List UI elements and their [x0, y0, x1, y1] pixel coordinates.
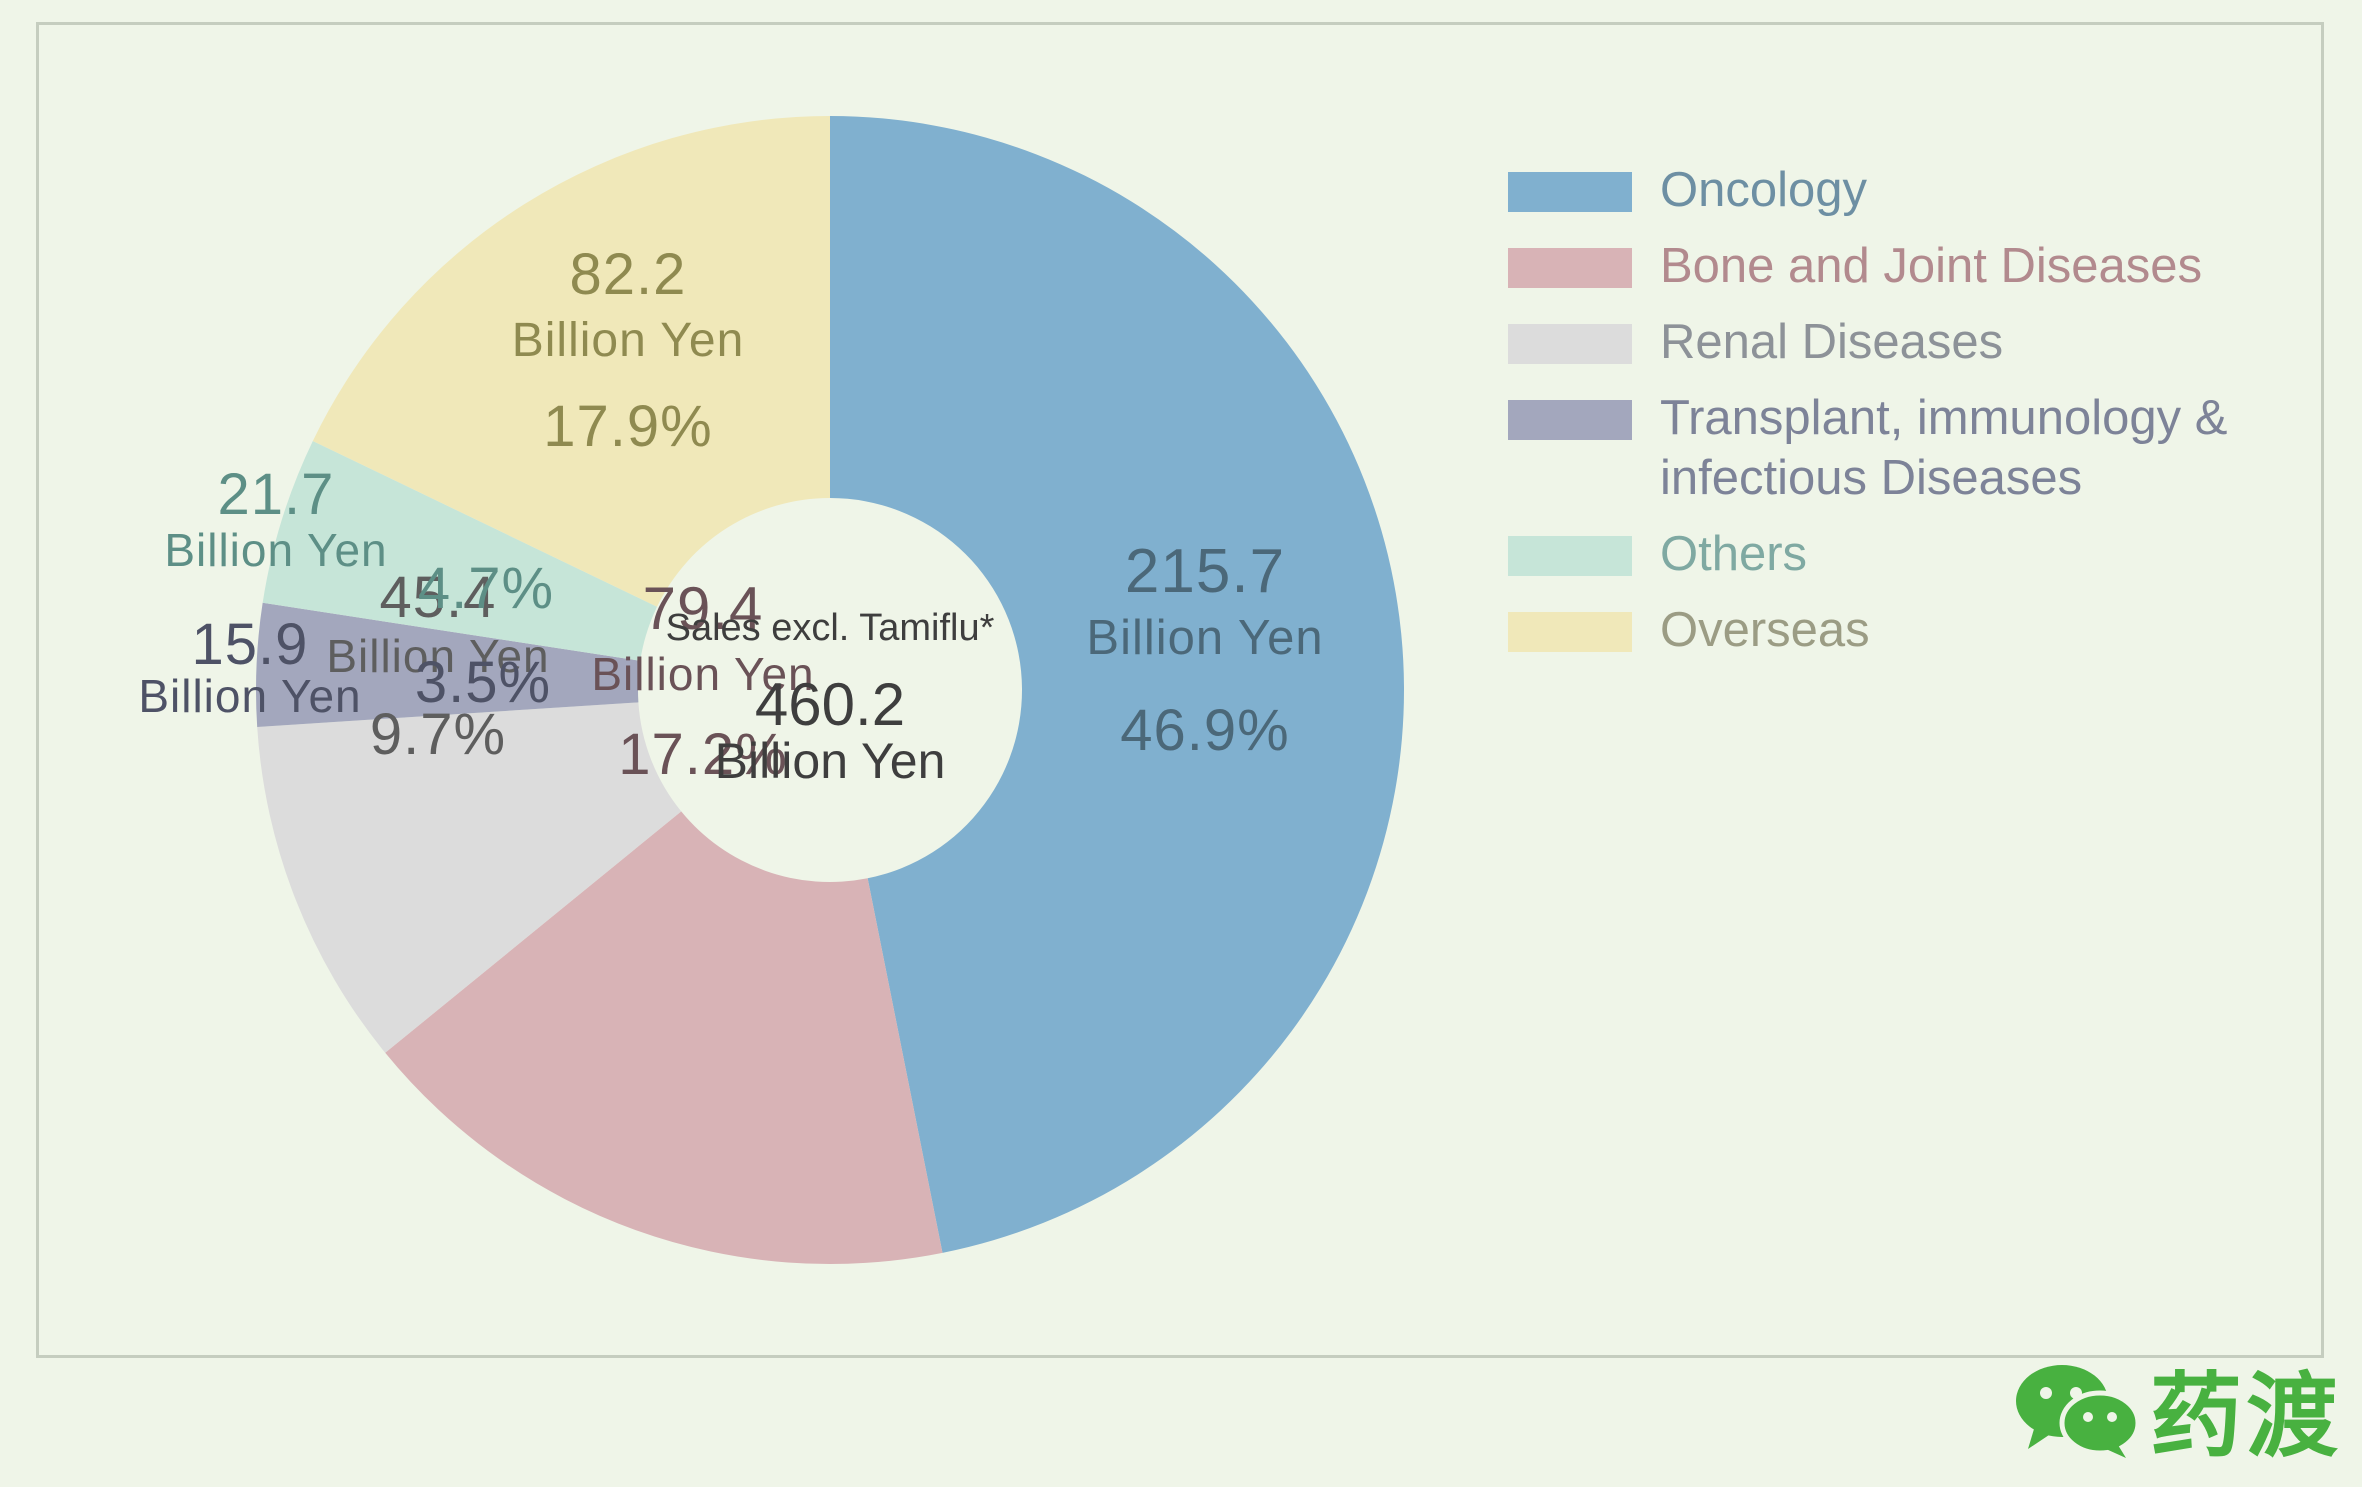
slice-label-percent: 17.2%	[618, 722, 787, 787]
legend-item: Others	[1508, 524, 2288, 584]
legend-swatch	[1508, 536, 1632, 576]
slice-renal-diseases	[257, 702, 682, 1053]
center-label-group: Sales excl. Tamiflu* 460.2 Billion Yen	[666, 607, 995, 789]
legend-swatch	[1508, 400, 1632, 440]
slice-label-value: 21.7	[218, 462, 335, 527]
legend-label: Overseas	[1660, 603, 1870, 657]
legend-label: Bone and Joint Diseases	[1660, 239, 2203, 293]
legend-label: Oncology	[1660, 163, 1868, 217]
legend-label: Renal Diseases	[1660, 315, 2004, 369]
slice-label-value: 82.2	[570, 242, 687, 307]
center-total-value: 460.2	[755, 671, 905, 738]
legend: Oncology Bone and Joint Diseases Renal Dis…	[1508, 160, 2288, 676]
slice-label-percent: 9.7%	[370, 702, 506, 767]
legend-label: Transplant, immunology & infectious Dise…	[1660, 391, 2228, 505]
slice-label-unit: Billion Yen	[512, 314, 745, 367]
center-total-unit: Billion Yen	[715, 733, 946, 789]
slice-label-unit: Billion Yen	[1086, 611, 1323, 665]
legend-item: Overseas	[1508, 600, 2288, 660]
slice-transplant-immunology-infectious-diseases	[256, 602, 641, 727]
slice-label-percent: 46.9%	[1120, 698, 1289, 763]
watermark: 药渡	[2010, 1342, 2342, 1475]
legend-item: Bone and Joint Diseases	[1508, 236, 2288, 296]
center-caption: Sales excl. Tamiflu*	[666, 607, 995, 649]
legend-swatch	[1508, 172, 1632, 212]
legend-swatch	[1508, 324, 1632, 364]
legend-label: Others	[1660, 527, 1808, 581]
slice-label-unit: Billion Yen	[164, 524, 387, 576]
watermark-text: 药渡	[2149, 1363, 2342, 1470]
slice-label-unit: Billion Yen	[138, 670, 361, 722]
slice-label-unit: Billion Yen	[591, 648, 814, 700]
legend-item: Oncology	[1508, 160, 2288, 220]
legend-item: Renal Diseases	[1508, 312, 2288, 372]
slice-label-value: 215.7	[1125, 537, 1285, 606]
slices-group	[256, 116, 1405, 1264]
slice-label-percent: 3.5%	[415, 650, 551, 715]
slice-label-value: 15.9	[192, 612, 309, 677]
slice-others	[262, 440, 658, 661]
slice-label-percent: 4.7%	[418, 556, 554, 621]
slice-bone-and-joint-diseases	[385, 811, 943, 1264]
slice-label-value: 45.4	[380, 565, 497, 630]
legend-item: Transplant, immunology & infectious Dise…	[1508, 388, 2288, 508]
slice-oncology	[830, 116, 1405, 1253]
slice-label-value: 79.4	[643, 575, 764, 642]
slice-label-percent: 17.9%	[543, 394, 712, 459]
legend-swatch	[1508, 612, 1632, 652]
slice-overseas	[312, 116, 830, 607]
legend-swatch	[1508, 248, 1632, 288]
wechat-icon	[2015, 1364, 2141, 1458]
slice-label-unit: Billion Yen	[326, 630, 549, 682]
